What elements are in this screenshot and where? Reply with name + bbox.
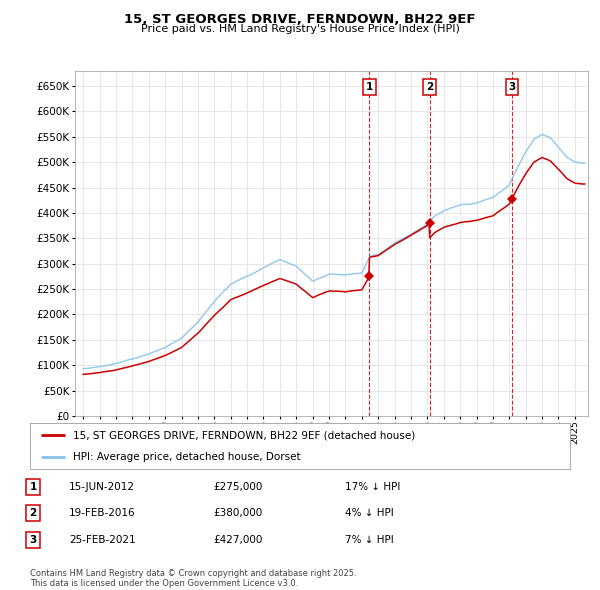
- Text: £275,000: £275,000: [213, 482, 262, 491]
- Text: 2: 2: [426, 82, 433, 92]
- Text: 2: 2: [29, 509, 37, 518]
- Text: 7% ↓ HPI: 7% ↓ HPI: [345, 535, 394, 545]
- Text: HPI: Average price, detached house, Dorset: HPI: Average price, detached house, Dors…: [73, 451, 301, 461]
- Text: 3: 3: [508, 82, 515, 92]
- Text: Contains HM Land Registry data © Crown copyright and database right 2025.
This d: Contains HM Land Registry data © Crown c…: [30, 569, 356, 588]
- Text: 25-FEB-2021: 25-FEB-2021: [69, 535, 136, 545]
- Text: 15, ST GEORGES DRIVE, FERNDOWN, BH22 9EF (detached house): 15, ST GEORGES DRIVE, FERNDOWN, BH22 9EF…: [73, 431, 415, 441]
- Text: 1: 1: [366, 82, 373, 92]
- Text: 1: 1: [29, 482, 37, 491]
- Text: £380,000: £380,000: [213, 509, 262, 518]
- Text: 15, ST GEORGES DRIVE, FERNDOWN, BH22 9EF: 15, ST GEORGES DRIVE, FERNDOWN, BH22 9EF: [124, 13, 476, 26]
- Text: 19-FEB-2016: 19-FEB-2016: [69, 509, 136, 518]
- Text: Price paid vs. HM Land Registry's House Price Index (HPI): Price paid vs. HM Land Registry's House …: [140, 24, 460, 34]
- Text: 3: 3: [29, 535, 37, 545]
- Text: 17% ↓ HPI: 17% ↓ HPI: [345, 482, 400, 491]
- Text: 15-JUN-2012: 15-JUN-2012: [69, 482, 135, 491]
- Text: 4% ↓ HPI: 4% ↓ HPI: [345, 509, 394, 518]
- Text: £427,000: £427,000: [213, 535, 262, 545]
